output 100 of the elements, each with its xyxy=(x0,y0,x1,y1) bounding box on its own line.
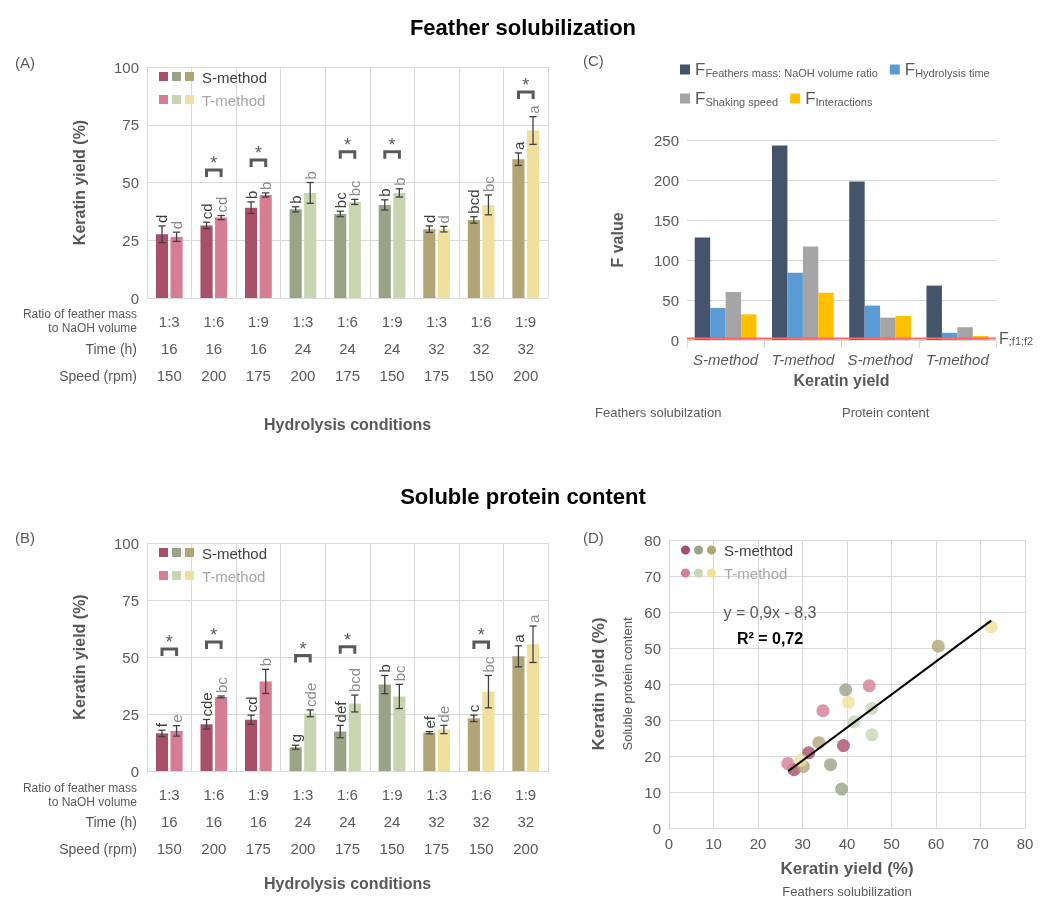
bar xyxy=(482,204,495,298)
data-label: bc xyxy=(479,175,497,192)
y-tick-label: 0 xyxy=(130,289,139,307)
text: Ratio of feather mass to NaOH volume xyxy=(22,781,138,809)
data-label: bc xyxy=(212,676,230,693)
y-tick-label: 50 xyxy=(662,291,679,309)
data-label: d xyxy=(168,220,186,230)
bar xyxy=(926,285,942,340)
y-tick-label: 60 xyxy=(644,603,661,621)
bar xyxy=(787,272,803,340)
legend-label: S-method xyxy=(202,68,268,86)
bar xyxy=(741,314,757,340)
bar xyxy=(467,219,480,298)
data-label: c xyxy=(465,704,483,713)
text: Protein content xyxy=(842,404,930,420)
data-label: b xyxy=(390,177,408,186)
bar xyxy=(348,703,361,771)
bar xyxy=(259,681,272,771)
bar xyxy=(725,292,742,340)
x-tick-label: 1:6 32 150 xyxy=(468,313,494,384)
y-tick-label: 30 xyxy=(644,711,661,729)
annotation: * xyxy=(165,632,173,652)
y-tick-label: 50 xyxy=(122,648,139,666)
text: (C) xyxy=(583,51,604,69)
bar xyxy=(849,181,865,340)
x-tick-label: 1:6 16 200 xyxy=(201,313,227,384)
bar xyxy=(155,234,169,298)
legend-label: S-methtod xyxy=(724,541,794,559)
bar xyxy=(378,204,391,298)
x-tick-label: 1:9 24 150 xyxy=(379,313,405,384)
data-label: bc xyxy=(346,180,364,197)
point xyxy=(824,758,838,772)
y-axis-title: Keratin yield (%) xyxy=(589,617,608,751)
x-tick-label: 1:9 32 200 xyxy=(513,313,539,384)
data-label: b xyxy=(242,190,260,199)
x-tick-label: 1:3 32 175 xyxy=(424,786,450,857)
bar xyxy=(526,130,540,298)
x-tick-label: 1:3 24 200 xyxy=(290,313,316,384)
text: Feathers solubilization xyxy=(782,883,912,899)
data-label: cde xyxy=(301,682,319,707)
y-tick-label: 40 xyxy=(644,675,661,693)
data-label: cde xyxy=(198,692,216,717)
x-tick-label: 1:6 24 175 xyxy=(334,313,361,384)
x-tick-label: S-method xyxy=(693,350,759,368)
x-tick-label: 1:9 16 175 xyxy=(245,313,271,384)
point xyxy=(862,679,876,693)
x-axis-title: Hydrolysis conditions xyxy=(263,415,432,433)
data-label: d xyxy=(435,215,453,224)
annotation: * xyxy=(522,74,530,95)
data-label: de xyxy=(435,705,453,723)
data-label: e xyxy=(168,714,186,723)
bar xyxy=(304,192,317,298)
legend-label: S-method xyxy=(202,544,268,562)
bar xyxy=(304,713,317,771)
y-tick-label: 80 xyxy=(644,531,661,549)
y-axis-title: F value xyxy=(608,212,626,268)
y-tick-label: 70 xyxy=(644,567,661,585)
data-label: cd xyxy=(242,696,260,713)
data-label: bcd xyxy=(465,189,483,214)
data-label: b xyxy=(257,181,275,190)
annotation: * xyxy=(388,134,396,155)
annotation: * xyxy=(210,153,218,173)
data-label: b xyxy=(301,171,319,180)
bar xyxy=(482,691,495,771)
bar xyxy=(423,229,436,298)
text: Speed (rpm) xyxy=(59,841,137,857)
y-tick-label: 75 xyxy=(122,116,139,134)
data-label: b xyxy=(257,657,275,667)
bar xyxy=(334,213,347,298)
y-tick-label: 100 xyxy=(113,534,139,552)
chart-title: Feather solubilization xyxy=(408,15,638,41)
bar xyxy=(771,145,788,340)
annotation: * xyxy=(343,629,352,650)
y-tick-label: 50 xyxy=(122,174,139,191)
bar xyxy=(215,217,228,298)
y-tick-label: 100 xyxy=(113,58,139,76)
x-tick-label: 1:9 16 175 xyxy=(245,786,271,857)
data-label: f xyxy=(153,722,171,728)
bar xyxy=(245,207,258,298)
legend-label: T-method xyxy=(724,564,788,582)
y-tick-label: 0 xyxy=(130,762,139,780)
x-tick-label: 1:3 24 200 xyxy=(290,786,316,857)
x-axis-title: Keratin yield (%) xyxy=(780,859,914,878)
data-label: ef xyxy=(420,715,438,729)
annotation: * xyxy=(254,143,262,164)
text: Feathers solubilzation xyxy=(595,404,722,420)
y-tick-label: 100 xyxy=(653,251,679,269)
x-axis-title: Hydrolysis conditions xyxy=(263,874,432,892)
x-tick-label: 40 xyxy=(838,835,856,852)
point xyxy=(836,739,850,753)
ref-line-label: F;f1;f2 xyxy=(999,329,1034,348)
bar xyxy=(170,730,183,771)
text: (A) xyxy=(15,53,35,71)
bar xyxy=(334,731,347,771)
legend-label: T-method xyxy=(202,567,266,585)
annotation: * xyxy=(210,624,218,645)
point xyxy=(865,728,879,742)
bar xyxy=(378,684,391,771)
text: Time (h) xyxy=(85,814,137,830)
y-tick-label: 75 xyxy=(122,591,139,609)
